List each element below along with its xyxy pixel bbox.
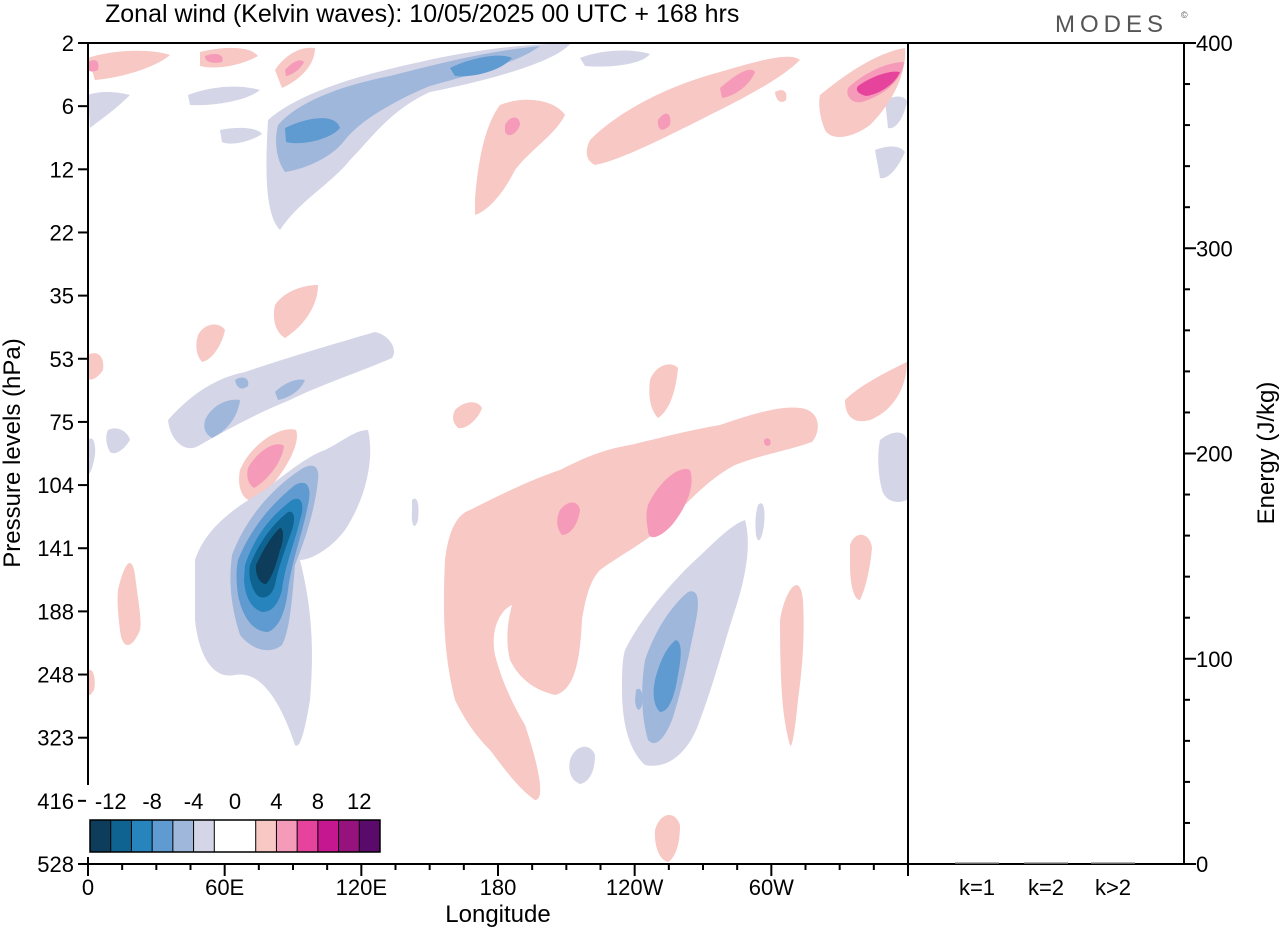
contour-eastern-core — [88, 429, 419, 746]
colorbar-label: 8 — [312, 789, 324, 814]
energy-category-label: k=1 — [959, 875, 995, 900]
colorbar-swatch — [131, 820, 153, 852]
energy-bar — [1024, 862, 1068, 864]
energy-tick-label: 300 — [1196, 236, 1233, 261]
y-tick-label: 2 — [62, 31, 74, 56]
y-tick-label: 22 — [50, 220, 74, 245]
energy-category-label: k>2 — [1095, 875, 1131, 900]
x-tick-label: 0 — [82, 875, 94, 900]
x-tick-label: 180 — [480, 875, 517, 900]
x-tick-label: 60E — [205, 875, 244, 900]
contour-upper-strat-negative — [88, 43, 907, 230]
colorbar-label: -4 — [184, 789, 204, 814]
energy-bar — [955, 862, 999, 864]
y-tick-label: 528 — [37, 852, 74, 877]
y-axis-label: Pressure levels (hPa) — [0, 338, 26, 567]
colorbar-swatch — [152, 820, 173, 852]
energy-axis-label: Energy (J/kg) — [1253, 382, 1280, 525]
y-tick-label: 188 — [37, 599, 74, 624]
colorbar-swatch — [214, 820, 256, 852]
energy-bars: k=1 k=2 k>2 — [955, 862, 1135, 900]
colorbar: -12 -8 -4 0 4 8 12 — [86, 785, 384, 857]
y-tick-label: 12 — [50, 157, 74, 182]
colorbar-swatch — [359, 820, 380, 852]
energy-category-label: k=2 — [1028, 875, 1064, 900]
y-tick-label: 416 — [37, 789, 74, 814]
colorbar-swatch — [90, 820, 111, 852]
x-tick-label: 60W — [749, 875, 794, 900]
contour-mid-strat — [88, 285, 907, 502]
brand-mark: © — [1181, 10, 1188, 20]
y-tick-label: 323 — [37, 726, 74, 751]
x-axis-label: Longitude — [445, 901, 550, 928]
colorbar-label: 4 — [270, 789, 282, 814]
colorbar-label: -12 — [95, 789, 127, 814]
y-axis-ticks: 2 6 12 22 35 53 75 104 141 188 248 323 416 528 — [37, 31, 88, 877]
energy-tick-label: 200 — [1196, 442, 1233, 467]
energy-tick-label: 0 — [1196, 852, 1208, 877]
colorbar-swatch — [255, 820, 277, 852]
y-tick-label: 75 — [50, 410, 74, 435]
colorbar-swatch — [276, 820, 298, 852]
y-tick-label: 35 — [50, 284, 74, 309]
energy-axis-ticks: 0 100 200 300 400 — [1184, 31, 1233, 877]
y-tick-label: 104 — [37, 473, 74, 498]
colorbar-label: 0 — [229, 789, 241, 814]
contour-upper-strat-positive — [88, 47, 906, 215]
energy-tick-label: 100 — [1196, 647, 1233, 672]
y-tick-label: 248 — [37, 663, 74, 688]
colorbar-label: 12 — [347, 789, 371, 814]
colorbar-swatch — [338, 820, 360, 852]
energy-bar — [1091, 862, 1135, 864]
contour-pacific — [443, 407, 872, 862]
x-axis-ticks: 0 60E 120E 180 120W 60W — [82, 864, 909, 900]
y-tick-label: 141 — [37, 536, 74, 561]
x-tick-label: 120E — [336, 875, 387, 900]
colorbar-frame — [89, 819, 381, 853]
chart-title: Zonal wind (Kelvin waves): 10/05/2025 00… — [105, 0, 739, 28]
y-tick-label: 6 — [62, 94, 74, 119]
colorbar-swatch — [110, 820, 132, 852]
colorbar-swatch — [297, 820, 318, 852]
colorbar-label: -8 — [142, 789, 162, 814]
colorbar-swatch — [317, 820, 339, 852]
y-tick-label: 53 — [50, 347, 74, 372]
brand-logo: MODES — [1055, 11, 1168, 38]
contour-field — [88, 43, 907, 862]
colorbar-swatch — [172, 820, 194, 852]
colorbar-swatch — [193, 820, 215, 852]
energy-tick-label: 400 — [1196, 31, 1233, 56]
x-tick-label: 120W — [606, 875, 664, 900]
